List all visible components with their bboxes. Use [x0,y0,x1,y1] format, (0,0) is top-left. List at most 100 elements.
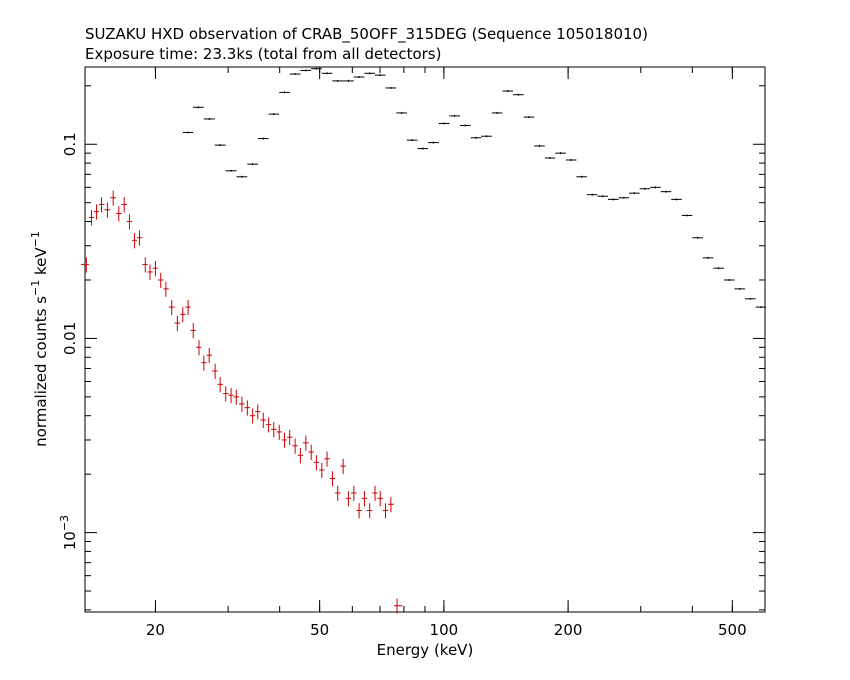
data-point [491,111,503,114]
data-point [388,496,394,513]
data-point [438,122,450,125]
data-point [268,113,280,116]
data-point [377,491,383,507]
data-point [428,141,439,144]
data-point [110,190,116,206]
data-point [121,197,127,213]
data-point [356,503,362,519]
data-point [639,187,651,190]
data-point [126,214,133,230]
data-point [340,458,346,475]
data-point [734,287,746,290]
data-point [660,190,672,193]
data-point [372,485,378,501]
data-point [702,256,714,259]
data-point [212,363,218,379]
data-point [713,267,724,270]
data-point [190,323,197,339]
y-tick-label: 0.01 [61,322,79,355]
data-point [201,355,207,371]
x-axis-label: Energy (keV) [377,641,474,659]
tick-marks [85,67,766,612]
data-point [214,144,226,147]
data-point [308,444,314,460]
data-point [351,485,357,501]
x-tick-label: 20 [146,621,165,639]
data-point [236,175,248,178]
data-point [382,503,389,519]
data-point [292,438,298,454]
data-point [193,106,204,109]
data-point [300,69,312,72]
data-point [196,340,202,356]
chart-title: SUZAKU HXD observation of CRAB_50OFF_315… [85,25,648,44]
data-point [94,204,100,220]
data-point [321,72,333,75]
data-point [313,455,320,471]
data-point [393,598,403,614]
y-axis-label-main: normalized counts s [32,296,50,447]
x-tick-label: 50 [310,621,329,639]
data-point [88,210,95,226]
y-axis-label-exp1: −1 [29,280,42,296]
x-tick-labels: 20 50 100 200 500 [146,621,747,639]
data-point [329,471,336,487]
data-point [396,111,407,114]
data-point [185,299,191,316]
data-point [147,264,153,280]
data-point [279,91,290,94]
data-point [81,257,89,273]
data-point [324,451,330,467]
data-point [203,117,215,120]
data-point [142,257,148,273]
data-point [132,233,138,249]
data-point [671,198,682,201]
data-point [311,67,322,70]
data-point [228,387,234,404]
y-tick-labels: 0.1 0.01 10−3 [58,132,79,550]
data-point [723,278,735,282]
data-point [239,396,245,412]
data-point [152,260,159,277]
y-tick-label: 0.1 [61,132,79,156]
data-point [745,297,756,300]
data-point [255,404,261,420]
data-point [225,169,237,172]
data-point [555,152,566,155]
data-point [217,377,223,393]
data-point [544,156,556,159]
data-point [755,306,767,309]
data-point [523,116,535,119]
y-axis-label-exp2: −1 [29,231,42,247]
data-point [650,186,661,189]
data-point [260,412,266,428]
data-point [361,491,368,507]
data-point [470,136,482,139]
y-axis-label-mid: keV [32,247,50,280]
data-point [104,202,111,218]
data-point [303,435,309,451]
data-point [174,315,181,332]
data-point [182,131,194,134]
chart-subtitle: Exposure time: 23.3ks (total from all de… [85,45,441,63]
data-point [367,503,373,519]
x-tick-label: 500 [718,621,747,639]
data-point [244,400,250,416]
data-point [206,347,213,364]
data-point [629,192,640,195]
data-point [319,462,325,478]
data-point [586,193,598,196]
data-point [364,72,375,75]
data-point [597,195,608,198]
data-point [247,163,258,166]
data-point [343,79,354,82]
data-point [222,386,229,402]
data-point [618,196,630,199]
y-axis-label: normalized counts s−1 keV−1 [29,231,50,447]
data-point [287,429,293,446]
data-point [345,491,352,507]
data-point [271,422,277,438]
data-point [276,424,282,440]
data-point [576,175,587,178]
